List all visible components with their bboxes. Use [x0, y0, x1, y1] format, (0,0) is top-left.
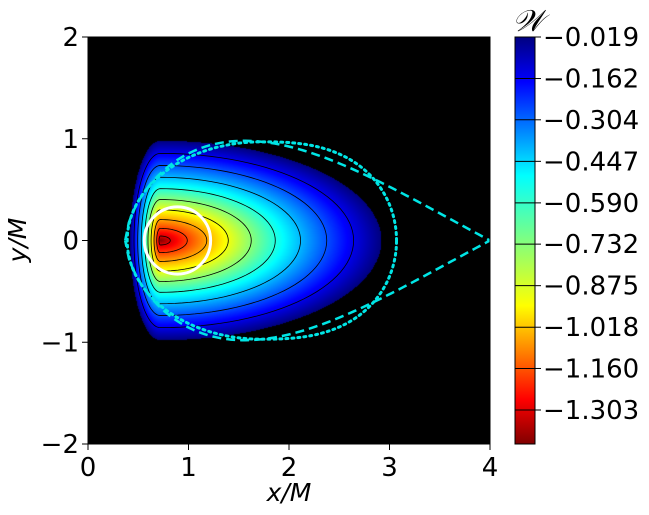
colorbar: −0.019 −0.162 −0.304 −0.447 −0.590 −0.732 −0.8… — [512, 4, 639, 445]
contour-line — [140, 176, 301, 305]
colorbar-tick-label: −0.304 — [543, 106, 639, 136]
x-axis: 0 1 2 3 4 — [80, 444, 499, 483]
dashed-boundary — [123, 139, 490, 342]
y-tick-label: 0 — [62, 227, 79, 257]
colorbar-tick-label: −0.162 — [543, 65, 639, 95]
x-axis-label: x/M — [266, 478, 312, 507]
y-tick-label: −2 — [41, 430, 79, 460]
colorbar-tick-label: −1.303 — [543, 396, 639, 426]
contour-line — [158, 235, 171, 246]
y-axis-label: y/M — [3, 218, 32, 264]
x-tick-label: 2 — [281, 453, 298, 483]
contour-line — [133, 152, 355, 329]
contour-line — [153, 219, 208, 262]
colorbar-tick-label: −0.590 — [543, 189, 639, 219]
contour-lines — [133, 152, 355, 329]
colorbar-tick-label: −0.875 — [543, 272, 639, 302]
colorbar-tick-label: −1.160 — [543, 354, 639, 384]
y-axis: 2 1 0 −1 −2 — [41, 23, 88, 460]
colorbar-tick-label: −0.447 — [543, 147, 639, 177]
boundary-overlays — [123, 139, 490, 342]
y-tick-label: 2 — [62, 23, 79, 53]
contour-line — [147, 199, 252, 282]
colorbar-gradient — [514, 36, 536, 445]
colorbar-tick-label: −0.019 — [543, 23, 639, 53]
colorbar-tick-label: −1.018 — [543, 313, 639, 343]
contour-line — [150, 209, 229, 272]
x-tick-label: 3 — [381, 453, 398, 483]
contour-line — [156, 227, 188, 254]
y-tick-label: 1 — [62, 125, 79, 155]
x-tick-label: 4 — [482, 453, 499, 483]
y-tick-label: −1 — [41, 328, 79, 358]
colorbar-ticks: −0.019 −0.162 −0.304 −0.447 −0.590 −0.732 −0.8… — [515, 23, 639, 426]
x-tick-label: 1 — [180, 453, 197, 483]
dotted-boundary — [125, 140, 399, 341]
contour-line — [137, 165, 328, 316]
colorbar-tick-label: −0.732 — [543, 230, 639, 260]
heatmap-field — [88, 37, 490, 444]
x-tick-label: 0 — [80, 453, 97, 483]
marked-circle — [142, 205, 213, 276]
